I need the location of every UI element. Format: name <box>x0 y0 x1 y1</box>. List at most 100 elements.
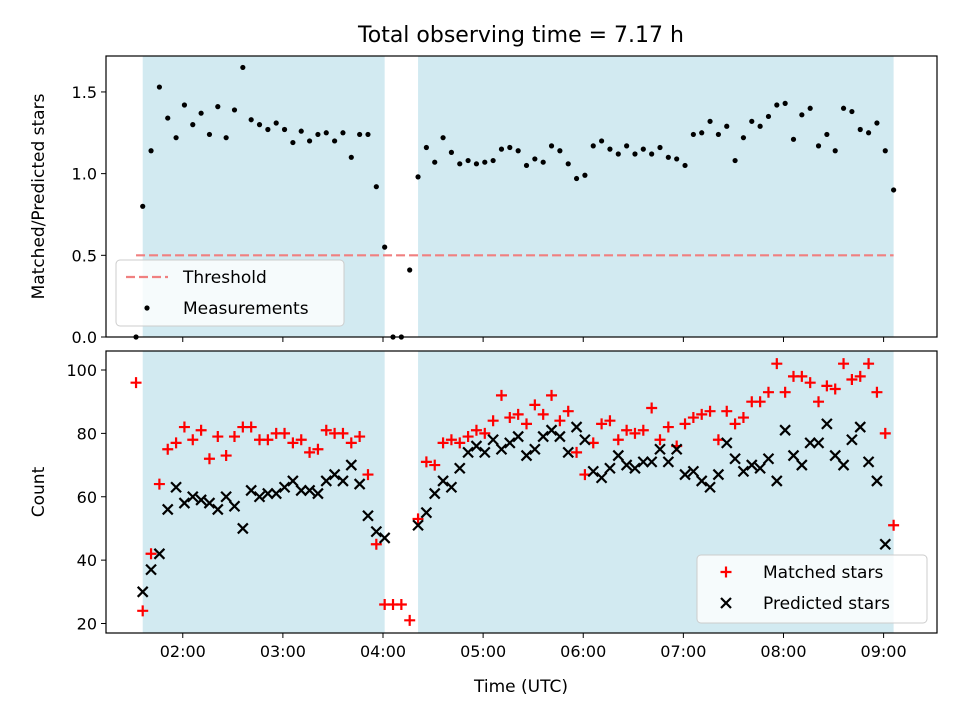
measurement-point <box>590 143 596 149</box>
measurement-point <box>281 126 288 133</box>
measurement-point <box>565 161 571 167</box>
x-tick-label: 05:00 <box>460 642 506 661</box>
x-tick-label: 04:00 <box>360 642 406 661</box>
matched-point <box>846 374 858 386</box>
y-tick-label: 0.0 <box>72 328 97 347</box>
predicted-point <box>854 421 867 433</box>
measurement-point <box>473 161 480 167</box>
matched-point <box>879 427 891 439</box>
measurement-point <box>865 130 872 136</box>
matched-point <box>721 405 733 417</box>
measurement-point <box>240 64 246 71</box>
measurement-point <box>598 138 605 144</box>
measurement-point <box>507 144 513 151</box>
predicted-point <box>412 519 424 532</box>
predicted-point <box>353 478 366 490</box>
predicted-point <box>554 430 566 443</box>
predicted-point <box>245 484 257 497</box>
predicted-point <box>837 459 850 471</box>
predicted-point <box>170 481 182 494</box>
figure-title: Total observing time = 7.17 h <box>357 23 684 48</box>
matched-point <box>454 437 466 449</box>
predicted-point <box>195 494 207 506</box>
predicted-point <box>320 475 333 487</box>
matched-point <box>479 427 491 439</box>
y-tick-label: 100 <box>66 361 97 380</box>
measurement-point <box>657 144 663 151</box>
matched-point <box>412 513 424 525</box>
measurement-point <box>765 113 772 120</box>
predicted-point <box>745 459 758 471</box>
matched-point <box>796 370 808 382</box>
predicted-point <box>704 481 716 494</box>
predicted-point <box>779 424 791 436</box>
predicted-point <box>562 446 575 459</box>
matched-point <box>621 424 633 436</box>
predicted-point <box>570 421 583 433</box>
matched-point <box>696 408 708 420</box>
matched-point <box>504 412 516 424</box>
predicted-point <box>270 487 282 500</box>
matched-point <box>195 424 207 436</box>
matched-point <box>304 446 316 458</box>
matched-point <box>337 427 349 439</box>
predicted-point <box>262 487 274 500</box>
matched-point <box>137 605 149 617</box>
matched-point <box>495 389 507 401</box>
measurement-point <box>515 148 521 154</box>
matched-point <box>170 437 182 449</box>
measurement-point <box>181 102 188 108</box>
predicted-point <box>237 522 249 535</box>
matched-point <box>203 453 215 465</box>
predicted-point <box>487 433 499 446</box>
predicted-point <box>545 424 558 436</box>
matched-point <box>395 598 407 610</box>
matched-point <box>521 418 533 430</box>
predicted-point <box>687 465 700 478</box>
measurement-point <box>891 187 897 193</box>
measurement-point <box>206 131 213 138</box>
measurement-point <box>840 105 847 111</box>
matched-point <box>612 434 624 446</box>
x-tick-label: 03:00 <box>260 642 306 661</box>
matched-point <box>145 548 157 560</box>
measurement-point <box>757 123 763 129</box>
measurement-point <box>582 172 588 178</box>
matched-point <box>562 405 574 417</box>
measurement-point <box>457 161 463 167</box>
matched-point <box>637 424 649 436</box>
predicted-point <box>754 462 766 475</box>
predicted-point <box>846 433 858 446</box>
matched-point <box>370 538 382 550</box>
predicted-point <box>337 475 349 487</box>
predicted-point <box>378 532 391 544</box>
measurement-point <box>256 122 263 128</box>
measurement-point <box>607 146 613 152</box>
matched-point <box>320 424 332 436</box>
measurement-point <box>348 154 354 160</box>
predicted-point <box>203 497 216 509</box>
predicted-point <box>629 462 641 475</box>
measurement-point <box>882 148 888 154</box>
predicted-point <box>520 449 533 462</box>
y-axis-label: Count <box>29 466 49 517</box>
measurement-point <box>140 203 146 209</box>
matched-point <box>420 456 432 468</box>
predicted-point <box>787 449 800 462</box>
y-tick-label: 40 <box>77 551 97 570</box>
measurement-point <box>523 162 530 169</box>
y-tick-label: 1.0 <box>72 165 97 184</box>
measurement-point <box>807 105 813 111</box>
predicted-point <box>462 446 474 459</box>
measurement-point <box>782 100 788 106</box>
measurement-point <box>332 138 338 144</box>
measurement-point <box>490 157 496 164</box>
measurement-point <box>665 154 671 160</box>
predicted-point <box>437 475 449 487</box>
measurement-point <box>148 148 154 154</box>
y-tick-label: 0.5 <box>72 246 97 265</box>
legend-threshold-label: Threshold <box>182 268 267 288</box>
predicted-point <box>253 490 266 503</box>
matched-point <box>178 421 190 433</box>
